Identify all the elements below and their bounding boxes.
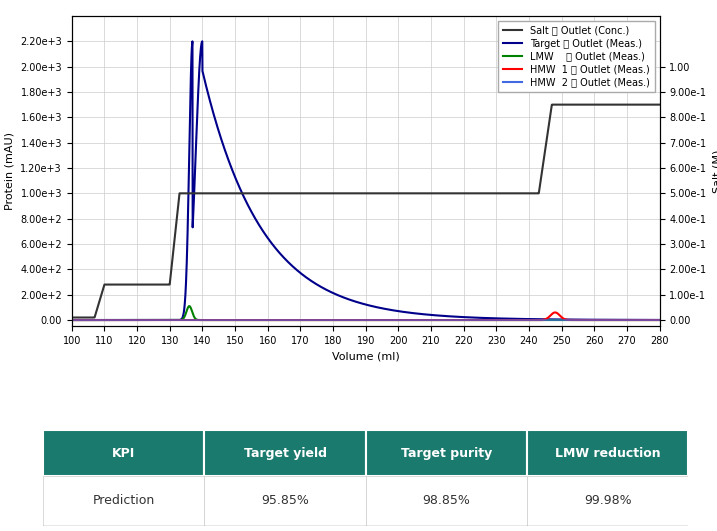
Text: 95.85%: 95.85%: [261, 494, 309, 507]
HMW  1 ␀ Outlet (Meas.): [135, 317, 143, 323]
HMW  2 ␀ Outlet (Meas.): [318, 317, 327, 323]
Target ␀ Outlet (Meas.): [169, 317, 178, 323]
HMW  2 ␀ Outlet (Meas.): [169, 317, 178, 323]
HMW  1 ␀ Outlet (Meas.): [293, 317, 301, 323]
LMW    ␀ Outlet (Meas.): [185, 303, 194, 309]
Target ␀ Outlet (Meas.): [581, 316, 589, 323]
Target ␀ Outlet (Meas.): [293, 267, 302, 273]
Salt ␀ Outlet (Conc.): [67, 314, 76, 321]
FancyBboxPatch shape: [43, 430, 204, 476]
HMW  1 ␀ Outlet (Meas.): [169, 317, 178, 323]
Y-axis label: Salt (M): Salt (M): [712, 149, 717, 193]
Line: LMW    ␀ Outlet (Meas.): LMW ␀ Outlet (Meas.): [72, 306, 660, 320]
X-axis label: Volume (ml): Volume (ml): [332, 352, 399, 362]
Line: Target ␀ Outlet (Meas.): Target ␀ Outlet (Meas.): [72, 41, 660, 320]
Text: KPI: KPI: [112, 447, 136, 459]
Line: Salt ␀ Outlet (Conc.): Salt ␀ Outlet (Conc.): [72, 105, 660, 318]
Target ␀ Outlet (Meas.): [135, 317, 143, 323]
Text: Target purity: Target purity: [401, 447, 492, 459]
FancyBboxPatch shape: [43, 476, 204, 526]
LMW    ␀ Outlet (Meas.): [169, 317, 178, 323]
HMW  1 ␀ Outlet (Meas.): [655, 317, 664, 323]
Line: HMW  1 ␀ Outlet (Meas.): HMW 1 ␀ Outlet (Meas.): [72, 312, 660, 320]
HMW  2 ␀ Outlet (Meas.): [67, 317, 76, 323]
Salt ␀ Outlet (Conc.): [644, 101, 652, 108]
Text: Prediction: Prediction: [92, 494, 155, 507]
Salt ␀ Outlet (Conc.): [581, 101, 589, 108]
HMW  1 ␀ Outlet (Meas.): [581, 317, 589, 323]
HMW  2 ␀ Outlet (Meas.): [293, 317, 301, 323]
HMW  2 ␀ Outlet (Meas.): [644, 317, 652, 323]
LMW    ␀ Outlet (Meas.): [581, 317, 589, 323]
LMW    ␀ Outlet (Meas.): [318, 317, 327, 323]
HMW  1 ␀ Outlet (Meas.): [67, 317, 76, 323]
Salt ␀ Outlet (Conc.): [655, 101, 664, 108]
HMW  1 ␀ Outlet (Meas.): [551, 309, 559, 315]
LMW    ␀ Outlet (Meas.): [67, 317, 76, 323]
LMW    ␀ Outlet (Meas.): [293, 317, 302, 323]
FancyBboxPatch shape: [204, 430, 366, 476]
FancyBboxPatch shape: [366, 476, 527, 526]
Y-axis label: Protein (mAU): Protein (mAU): [5, 132, 14, 210]
Target ␀ Outlet (Meas.): [67, 317, 76, 323]
HMW  1 ␀ Outlet (Meas.): [318, 317, 327, 323]
Text: LMW reduction: LMW reduction: [555, 447, 660, 459]
FancyBboxPatch shape: [527, 476, 688, 526]
Text: 98.85%: 98.85%: [422, 494, 470, 507]
Target ␀ Outlet (Meas.): [318, 285, 327, 291]
FancyBboxPatch shape: [366, 430, 527, 476]
HMW  2 ␀ Outlet (Meas.): [135, 317, 143, 323]
HMW  2 ␀ Outlet (Meas.): [581, 317, 589, 323]
Salt ␀ Outlet (Conc.): [318, 190, 327, 196]
LMW    ␀ Outlet (Meas.): [655, 317, 664, 323]
Target ␀ Outlet (Meas.): [198, 38, 206, 45]
HMW  2 ␀ Outlet (Meas.): [655, 317, 664, 323]
FancyBboxPatch shape: [527, 430, 688, 476]
Target ␀ Outlet (Meas.): [644, 316, 652, 323]
LMW    ␀ Outlet (Meas.): [644, 317, 652, 323]
HMW  1 ␀ Outlet (Meas.): [644, 317, 652, 323]
Text: Target yield: Target yield: [244, 447, 326, 459]
Salt ␀ Outlet (Conc.): [169, 245, 178, 251]
Target ␀ Outlet (Meas.): [655, 317, 664, 323]
Salt ␀ Outlet (Conc.): [293, 190, 301, 196]
Salt ␀ Outlet (Conc.): [135, 281, 143, 288]
Salt ␀ Outlet (Conc.): [548, 101, 556, 108]
Legend: Salt ␀ Outlet (Conc.), Target ␀ Outlet (Meas.), LMW    ␀ Outlet (Meas.), HMW  1 : Salt ␀ Outlet (Conc.), Target ␀ Outlet (…: [498, 21, 655, 92]
LMW    ␀ Outlet (Meas.): [135, 317, 143, 323]
Text: 99.98%: 99.98%: [584, 494, 632, 507]
FancyBboxPatch shape: [204, 476, 366, 526]
